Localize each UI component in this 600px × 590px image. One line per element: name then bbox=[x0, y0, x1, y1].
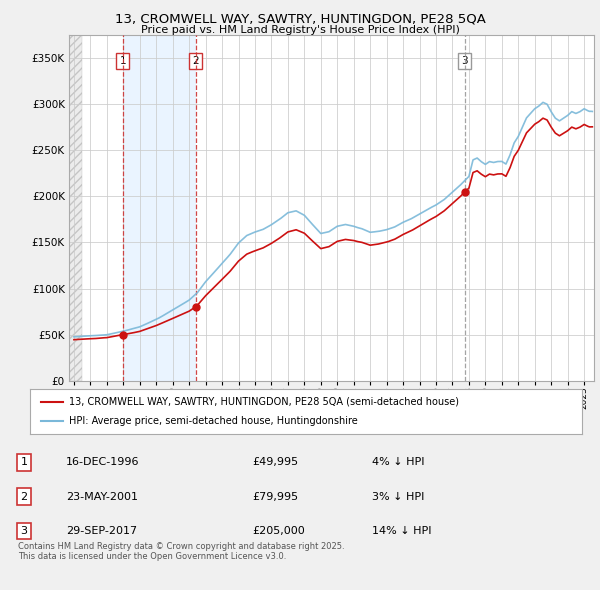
Text: 2: 2 bbox=[20, 491, 28, 502]
Text: HPI: Average price, semi-detached house, Huntingdonshire: HPI: Average price, semi-detached house,… bbox=[68, 417, 358, 426]
Text: 3: 3 bbox=[461, 56, 468, 66]
Text: 1: 1 bbox=[20, 457, 28, 467]
Text: £49,995: £49,995 bbox=[252, 457, 298, 467]
Text: 13, CROMWELL WAY, SAWTRY, HUNTINGDON, PE28 5QA: 13, CROMWELL WAY, SAWTRY, HUNTINGDON, PE… bbox=[115, 13, 485, 26]
Text: 29-SEP-2017: 29-SEP-2017 bbox=[66, 526, 137, 536]
Text: 23-MAY-2001: 23-MAY-2001 bbox=[66, 491, 138, 502]
Text: Price paid vs. HM Land Registry's House Price Index (HPI): Price paid vs. HM Land Registry's House … bbox=[140, 25, 460, 35]
Text: 4% ↓ HPI: 4% ↓ HPI bbox=[372, 457, 425, 467]
Text: 16-DEC-1996: 16-DEC-1996 bbox=[66, 457, 139, 467]
Text: 13, CROMWELL WAY, SAWTRY, HUNTINGDON, PE28 5QA (semi-detached house): 13, CROMWELL WAY, SAWTRY, HUNTINGDON, PE… bbox=[68, 397, 458, 407]
Text: £205,000: £205,000 bbox=[252, 526, 305, 536]
Text: 2: 2 bbox=[192, 56, 199, 66]
Bar bbox=[122, 35, 196, 381]
Text: £79,995: £79,995 bbox=[252, 491, 298, 502]
Text: 1: 1 bbox=[119, 56, 126, 66]
Text: Contains HM Land Registry data © Crown copyright and database right 2025.
This d: Contains HM Land Registry data © Crown c… bbox=[18, 542, 344, 561]
Text: 3% ↓ HPI: 3% ↓ HPI bbox=[372, 491, 424, 502]
Text: 3: 3 bbox=[20, 526, 28, 536]
Text: 14% ↓ HPI: 14% ↓ HPI bbox=[372, 526, 431, 536]
